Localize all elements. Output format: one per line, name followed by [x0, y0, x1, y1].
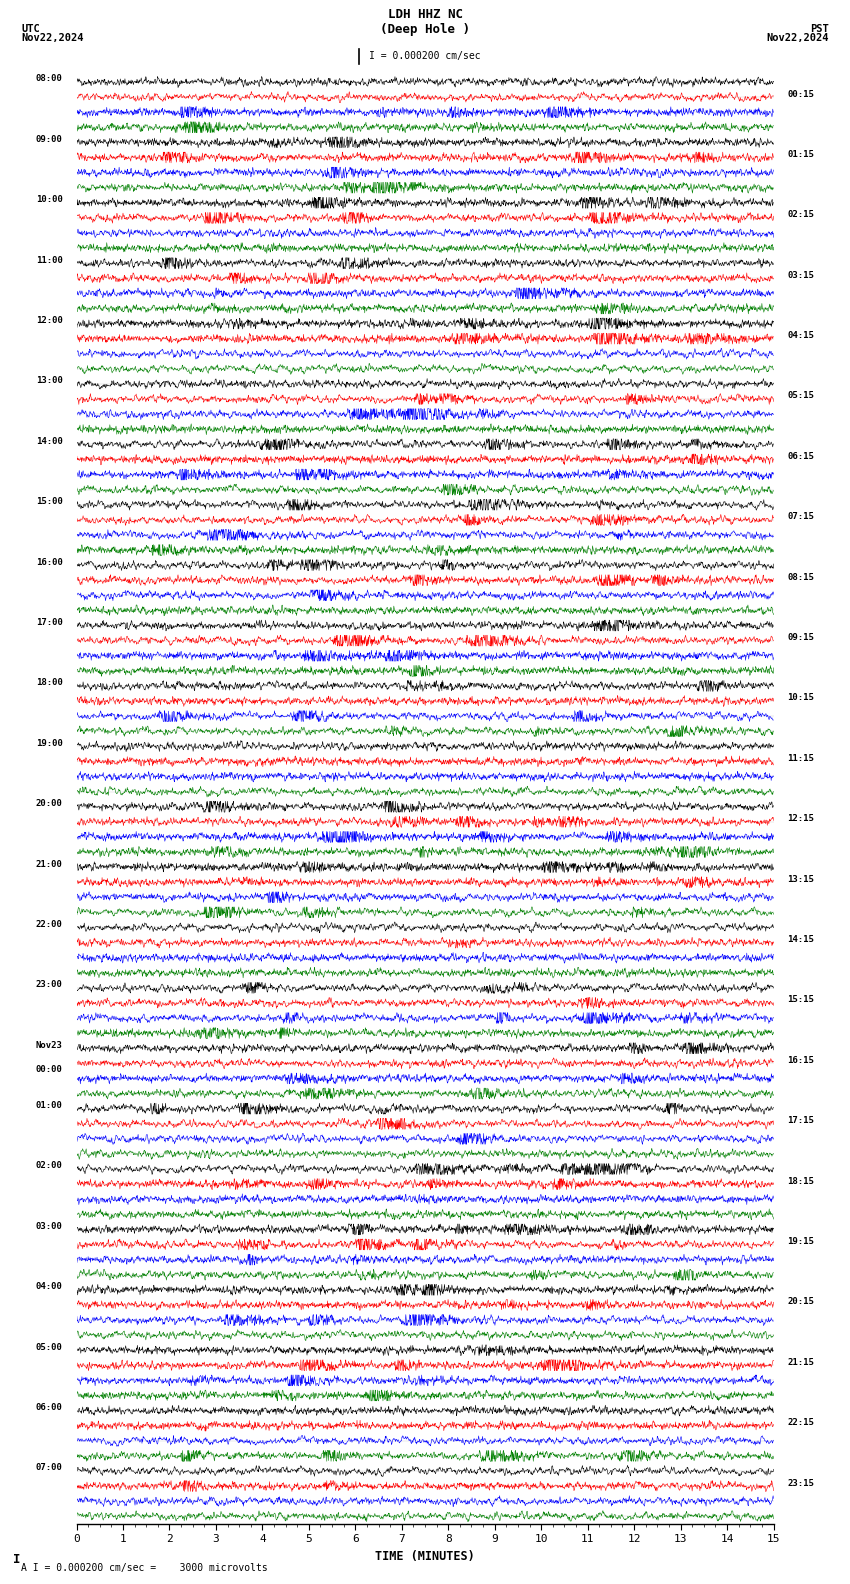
- Text: 19:00: 19:00: [36, 738, 63, 748]
- Text: 11:00: 11:00: [36, 255, 63, 265]
- Text: 05:00: 05:00: [36, 1343, 63, 1351]
- Text: 07:00: 07:00: [36, 1464, 63, 1473]
- Text: 14:00: 14:00: [36, 437, 63, 445]
- Text: 10:15: 10:15: [787, 694, 814, 702]
- Text: 21:15: 21:15: [787, 1357, 814, 1367]
- Text: Nov22,2024: Nov22,2024: [21, 33, 84, 43]
- Text: 05:15: 05:15: [787, 391, 814, 401]
- Text: 17:15: 17:15: [787, 1117, 814, 1125]
- Text: 11:15: 11:15: [787, 754, 814, 763]
- Text: 16:15: 16:15: [787, 1057, 814, 1064]
- Text: 19:15: 19:15: [787, 1237, 814, 1247]
- Text: 23:00: 23:00: [36, 980, 63, 990]
- Title: LDH HHZ NC
(Deep Hole ): LDH HHZ NC (Deep Hole ): [380, 8, 470, 36]
- Text: 07:15: 07:15: [787, 512, 814, 521]
- Text: 16:00: 16:00: [36, 558, 63, 567]
- Text: 15:15: 15:15: [787, 995, 814, 1004]
- Text: 04:15: 04:15: [787, 331, 814, 341]
- Text: 17:00: 17:00: [36, 618, 63, 627]
- Text: 12:00: 12:00: [36, 317, 63, 325]
- Text: 21:00: 21:00: [36, 860, 63, 868]
- Text: Nov23: Nov23: [36, 1041, 63, 1050]
- X-axis label: TIME (MINUTES): TIME (MINUTES): [375, 1549, 475, 1563]
- Text: 00:15: 00:15: [787, 90, 814, 98]
- Text: 23:15: 23:15: [787, 1478, 814, 1487]
- Text: PST: PST: [810, 24, 829, 33]
- Text: I: I: [13, 1552, 20, 1565]
- Text: 06:15: 06:15: [787, 451, 814, 461]
- Text: 15:00: 15:00: [36, 497, 63, 507]
- Text: 18:15: 18:15: [787, 1177, 814, 1185]
- Text: 02:00: 02:00: [36, 1161, 63, 1171]
- Text: 04:00: 04:00: [36, 1283, 63, 1291]
- Text: 03:15: 03:15: [787, 271, 814, 280]
- Text: 18:00: 18:00: [36, 678, 63, 687]
- Text: 06:00: 06:00: [36, 1403, 63, 1411]
- Text: 01:00: 01:00: [36, 1101, 63, 1110]
- Text: 09:00: 09:00: [36, 135, 63, 144]
- Text: 08:15: 08:15: [787, 573, 814, 581]
- Text: 10:00: 10:00: [36, 195, 63, 204]
- Text: 14:15: 14:15: [787, 935, 814, 944]
- Text: 02:15: 02:15: [787, 211, 814, 219]
- Text: 13:15: 13:15: [787, 874, 814, 884]
- Text: A I = 0.000200 cm/sec =    3000 microvolts: A I = 0.000200 cm/sec = 3000 microvolts: [21, 1563, 268, 1573]
- Text: 12:15: 12:15: [787, 814, 814, 824]
- Text: 22:15: 22:15: [787, 1418, 814, 1427]
- Text: 13:00: 13:00: [36, 377, 63, 385]
- Text: 00:00: 00:00: [36, 1064, 63, 1074]
- Text: 22:00: 22:00: [36, 920, 63, 928]
- Text: 20:00: 20:00: [36, 798, 63, 808]
- Text: 03:00: 03:00: [36, 1221, 63, 1231]
- Text: Nov22,2024: Nov22,2024: [766, 33, 829, 43]
- Text: 20:15: 20:15: [787, 1297, 814, 1307]
- Text: 09:15: 09:15: [787, 634, 814, 642]
- Text: UTC: UTC: [21, 24, 40, 33]
- Text: I = 0.000200 cm/sec: I = 0.000200 cm/sec: [369, 51, 481, 62]
- Text: 08:00: 08:00: [36, 74, 63, 84]
- Text: 01:15: 01:15: [787, 150, 814, 158]
